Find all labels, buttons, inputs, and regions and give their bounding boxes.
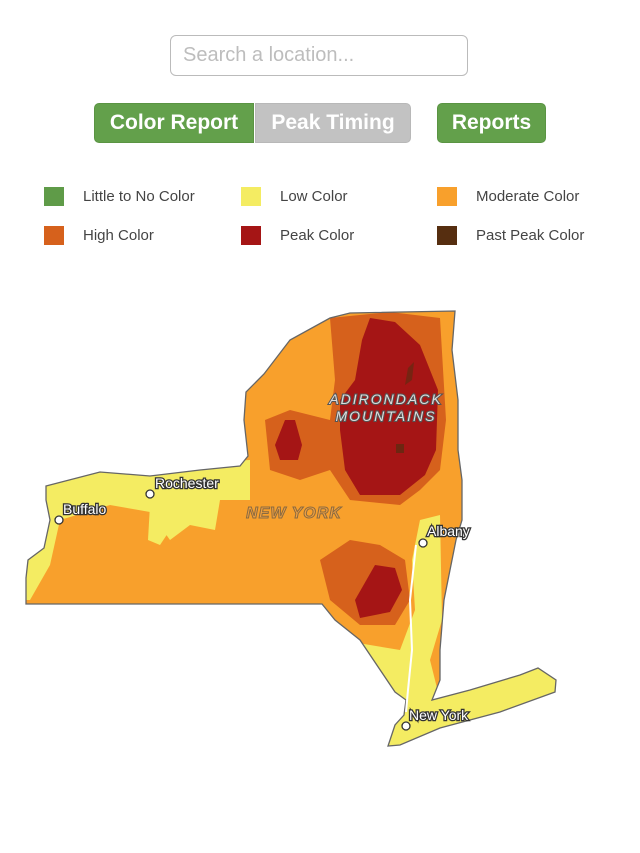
city-rochester[interactable]: Rochester: [145, 474, 220, 499]
legend-label: Little to No Color: [83, 188, 195, 205]
city-marker-icon: [418, 538, 428, 548]
foliage-map[interactable]: ADIRONDACK MOUNTAINS NEW YORK Rochester …: [0, 290, 640, 770]
city-buffalo[interactable]: Buffalo: [54, 500, 108, 525]
legend-label: Moderate Color: [476, 188, 580, 205]
city-label: New York: [409, 707, 469, 723]
tab-peak-timing[interactable]: Peak Timing: [255, 103, 411, 143]
region-label: MOUNTAINS: [336, 408, 437, 424]
color-regions: [26, 311, 556, 746]
legend-swatch: [44, 187, 64, 206]
region-label: ADIRONDACK: [328, 391, 442, 407]
legend-swatch: [44, 226, 64, 245]
legend-item: Moderate Color: [437, 187, 579, 206]
city-label: Rochester: [155, 475, 219, 491]
city-albany[interactable]: Albany: [418, 522, 471, 548]
city-marker-icon: [401, 721, 411, 731]
legend-item: Peak Color: [241, 226, 354, 245]
tab-color-report[interactable]: Color Report: [94, 103, 254, 143]
search-input[interactable]: [170, 35, 468, 76]
legend-swatch: [241, 187, 261, 206]
legend-item: Little to No Color: [44, 187, 195, 206]
legend-item: Low Color: [241, 187, 348, 206]
legend-label: Low Color: [280, 188, 348, 205]
legend-item: High Color: [44, 226, 154, 245]
legend-swatch: [437, 226, 457, 245]
reports-button[interactable]: Reports: [437, 103, 546, 143]
city-new-york[interactable]: New York: [401, 706, 470, 731]
city-marker-icon: [54, 515, 64, 525]
city-marker-icon: [145, 489, 155, 499]
legend-label: Peak Color: [280, 227, 355, 244]
city-label: Albany: [427, 523, 470, 539]
legend-item: Past Peak Color: [437, 226, 584, 245]
legend-label: Past Peak Color: [476, 227, 585, 244]
legend-label: High Color: [83, 227, 154, 244]
state-label: NEW YORK: [246, 505, 342, 522]
legend-swatch: [437, 187, 457, 206]
legend-swatch: [241, 226, 261, 245]
city-label: Buffalo: [63, 501, 107, 517]
